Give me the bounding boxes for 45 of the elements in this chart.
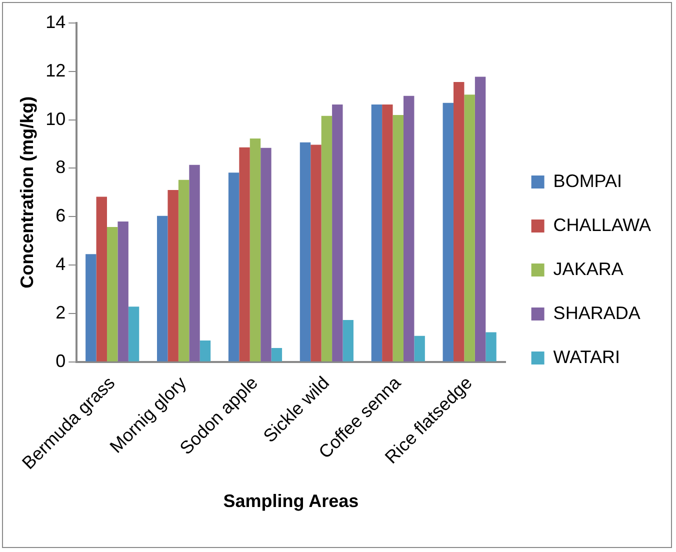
bar xyxy=(157,216,168,362)
bar xyxy=(310,144,322,362)
y-tick-label: 12 xyxy=(46,60,66,80)
legend-label: JAKARA xyxy=(553,258,624,279)
bar xyxy=(250,138,261,362)
bar xyxy=(332,104,343,362)
y-tick-label: 14 xyxy=(46,12,66,32)
bar xyxy=(442,102,454,362)
bar xyxy=(118,221,128,362)
y-tick-label: 2 xyxy=(56,302,66,322)
bar xyxy=(168,190,178,362)
bar xyxy=(371,104,382,362)
y-tick-label: 0 xyxy=(56,350,66,371)
legend-label: SHARADA xyxy=(553,302,640,323)
bar xyxy=(271,348,282,362)
bar xyxy=(228,172,240,362)
bar xyxy=(200,340,211,362)
bar xyxy=(382,104,393,362)
bar xyxy=(239,147,250,362)
bar xyxy=(128,306,140,362)
legend-label: CHALLAWA xyxy=(553,214,652,235)
legend-label: BOMPAI xyxy=(553,170,622,191)
x-axis-title: Sampling Areas xyxy=(223,491,359,512)
bar xyxy=(86,254,96,362)
bar xyxy=(392,114,404,362)
bar xyxy=(321,116,332,362)
bar xyxy=(106,227,118,362)
bar xyxy=(178,180,190,362)
bar xyxy=(96,196,107,362)
y-tick-label: 10 xyxy=(46,108,66,129)
bar xyxy=(474,76,486,362)
bar xyxy=(454,82,464,362)
bar xyxy=(486,332,496,362)
y-tick-label: 4 xyxy=(56,254,66,274)
bar xyxy=(300,142,311,362)
bar xyxy=(189,164,200,362)
bar xyxy=(260,148,272,362)
bar xyxy=(414,336,425,362)
bar xyxy=(342,320,354,362)
legend-label: WATARI xyxy=(553,346,620,367)
y-tick-label: 8 xyxy=(56,157,66,178)
y-axis-title: Concentration (mg/kg) xyxy=(16,96,37,288)
bar xyxy=(403,96,414,362)
bar xyxy=(464,94,475,362)
y-tick-label: 6 xyxy=(56,206,66,226)
